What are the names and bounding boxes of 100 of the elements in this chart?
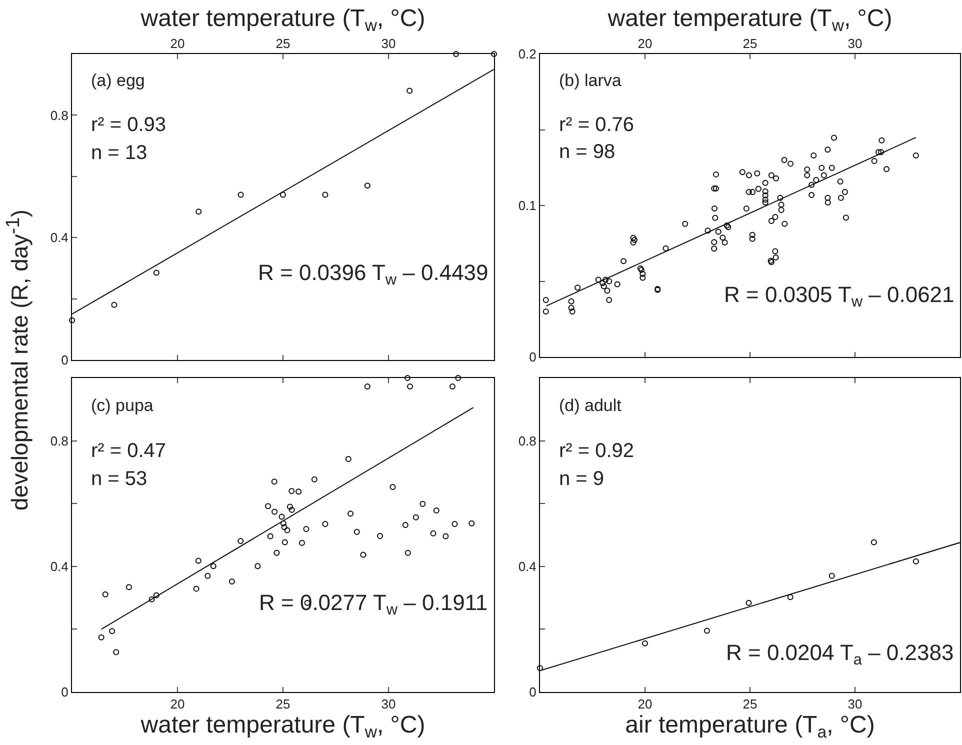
point bbox=[364, 383, 370, 390]
point bbox=[280, 520, 286, 526]
annotation: r² = 0.76 bbox=[559, 114, 634, 136]
y-tick-label: 0.4 bbox=[518, 558, 536, 574]
point bbox=[271, 478, 278, 485]
y-tick-label: 0.4 bbox=[50, 558, 68, 574]
point bbox=[491, 51, 497, 57]
point bbox=[354, 528, 360, 535]
point bbox=[348, 510, 354, 517]
y-tick-label: 0.8 bbox=[50, 108, 68, 123]
point bbox=[274, 550, 280, 556]
point bbox=[452, 521, 458, 528]
y-tick-label: 0.8 bbox=[50, 433, 68, 448]
point bbox=[284, 527, 290, 534]
point bbox=[787, 594, 794, 600]
y-tick-label: 0.4 bbox=[50, 230, 68, 246]
point bbox=[111, 302, 118, 308]
x-tick-label: 25 bbox=[742, 696, 758, 712]
point bbox=[102, 591, 108, 598]
point bbox=[238, 538, 244, 544]
x-tick-label: 30 bbox=[381, 696, 396, 712]
point bbox=[193, 586, 200, 592]
x-axis-title: water temperature (T$_{w}$, °C) bbox=[140, 712, 426, 742]
x-tick-label: 25 bbox=[276, 696, 290, 712]
point bbox=[455, 375, 462, 381]
x-tick-label: 20 bbox=[170, 696, 185, 712]
point bbox=[109, 628, 116, 634]
annotation: R = 0.0396 T$_{w}$ – 0.4439 bbox=[258, 260, 488, 289]
point bbox=[98, 634, 104, 640]
point bbox=[288, 488, 295, 494]
annotation: n = 13 bbox=[91, 142, 148, 164]
point bbox=[420, 500, 426, 507]
x-tick-label: 30 bbox=[848, 36, 862, 51]
point bbox=[322, 521, 328, 528]
point bbox=[272, 508, 278, 515]
annotation: n = 9 bbox=[559, 468, 604, 490]
annotation: (b) larva bbox=[559, 71, 622, 90]
x-tick-label: 25 bbox=[742, 36, 758, 51]
y-tick-label: 0 bbox=[529, 684, 536, 700]
point bbox=[345, 456, 352, 462]
point bbox=[377, 532, 384, 539]
annotation: (c) pupa bbox=[91, 396, 154, 415]
annotation: (d) adult bbox=[559, 396, 622, 415]
x-tick-label: 25 bbox=[276, 36, 290, 51]
y-tick-label: 0 bbox=[61, 352, 68, 368]
point bbox=[254, 563, 261, 570]
point bbox=[126, 584, 132, 590]
point bbox=[828, 572, 835, 579]
annotation: (a) egg bbox=[91, 71, 145, 90]
point bbox=[404, 375, 410, 381]
point bbox=[210, 563, 216, 570]
point bbox=[407, 383, 414, 390]
x-axis-title: water temperature (T$_{w}$, °C) bbox=[140, 4, 426, 35]
x-axis-title: air temperature (T$_{a}$, °C) bbox=[625, 712, 875, 742]
annotation: R = 0.0277 T$_{w}$ – 0.1911 bbox=[259, 590, 488, 619]
x-tick-label: 20 bbox=[638, 36, 652, 51]
point bbox=[870, 539, 877, 546]
point bbox=[278, 514, 285, 520]
annotation: r² = 0.92 bbox=[559, 440, 634, 462]
point bbox=[442, 533, 449, 540]
point bbox=[404, 550, 411, 556]
point bbox=[406, 88, 413, 94]
point bbox=[288, 506, 295, 513]
point bbox=[433, 508, 440, 514]
point bbox=[537, 665, 543, 672]
point bbox=[746, 600, 752, 606]
point bbox=[364, 182, 370, 189]
point bbox=[360, 552, 366, 558]
point bbox=[113, 649, 120, 656]
point bbox=[69, 317, 75, 324]
point bbox=[402, 522, 408, 528]
annotation: r² = 0.93 bbox=[91, 114, 166, 136]
point bbox=[390, 484, 396, 490]
point bbox=[412, 514, 419, 520]
point bbox=[704, 628, 710, 634]
point bbox=[468, 520, 475, 526]
x-tick-label: 20 bbox=[638, 696, 652, 712]
annotation: R = 0.0204 T$_{a}$ – 0.2383 bbox=[726, 640, 954, 669]
point bbox=[153, 592, 160, 598]
y-tick-label: 0.1 bbox=[518, 198, 536, 214]
point bbox=[430, 530, 436, 536]
point bbox=[449, 383, 456, 390]
point bbox=[267, 533, 274, 540]
point bbox=[281, 524, 288, 530]
point bbox=[453, 51, 460, 57]
y-tick-label: 0.8 bbox=[518, 433, 536, 448]
annotation: n = 98 bbox=[559, 141, 616, 163]
point bbox=[280, 192, 286, 198]
point bbox=[322, 192, 328, 198]
annotation: R = 0.0305 T$_{w}$ – 0.0621 bbox=[724, 282, 954, 311]
point bbox=[282, 539, 288, 546]
y-tick-label: 0 bbox=[529, 350, 536, 365]
annotation: r² = 0.47 bbox=[91, 440, 166, 462]
point bbox=[311, 476, 318, 482]
point bbox=[642, 640, 648, 646]
point bbox=[303, 526, 310, 532]
point bbox=[912, 558, 919, 564]
y-tick-label: 0 bbox=[61, 684, 68, 700]
point bbox=[228, 578, 235, 584]
point bbox=[204, 572, 211, 579]
